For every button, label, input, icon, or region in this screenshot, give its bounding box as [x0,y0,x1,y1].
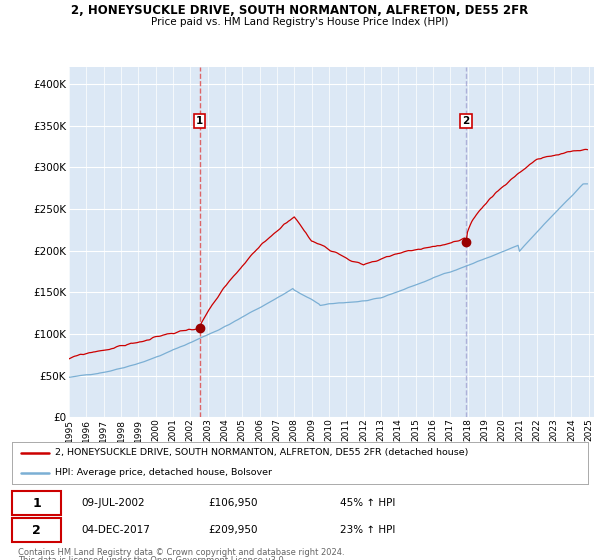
Text: 45% ↑ HPI: 45% ↑ HPI [340,498,395,508]
Text: 2: 2 [32,524,41,536]
Text: 23% ↑ HPI: 23% ↑ HPI [340,525,395,535]
Text: HPI: Average price, detached house, Bolsover: HPI: Average price, detached house, Bols… [55,468,272,477]
Text: 2: 2 [463,116,470,127]
Text: 2, HONEYSUCKLE DRIVE, SOUTH NORMANTON, ALFRETON, DE55 2FR: 2, HONEYSUCKLE DRIVE, SOUTH NORMANTON, A… [71,4,529,17]
Text: £209,950: £209,950 [208,525,257,535]
Text: This data is licensed under the Open Government Licence v3.0.: This data is licensed under the Open Gov… [18,556,286,560]
Text: 2, HONEYSUCKLE DRIVE, SOUTH NORMANTON, ALFRETON, DE55 2FR (detached house): 2, HONEYSUCKLE DRIVE, SOUTH NORMANTON, A… [55,449,469,458]
Text: £106,950: £106,950 [208,498,257,508]
FancyBboxPatch shape [12,491,61,515]
FancyBboxPatch shape [12,518,61,543]
Text: 04-DEC-2017: 04-DEC-2017 [81,525,150,535]
Text: Contains HM Land Registry data © Crown copyright and database right 2024.: Contains HM Land Registry data © Crown c… [18,548,344,557]
Text: Price paid vs. HM Land Registry's House Price Index (HPI): Price paid vs. HM Land Registry's House … [151,17,449,27]
Text: 1: 1 [196,116,203,127]
Text: 1: 1 [32,497,41,510]
Text: 09-JUL-2002: 09-JUL-2002 [81,498,145,508]
